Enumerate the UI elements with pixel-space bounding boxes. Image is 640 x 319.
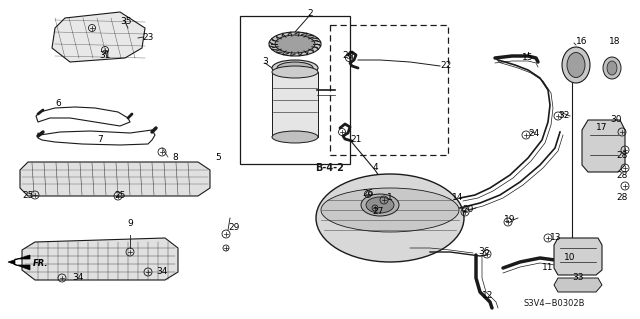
Ellipse shape — [275, 35, 315, 53]
Text: 36: 36 — [478, 248, 490, 256]
Text: 28: 28 — [616, 170, 628, 180]
Text: 18: 18 — [609, 38, 621, 47]
Bar — [330, 25, 448, 155]
Bar — [272, 72, 318, 137]
Ellipse shape — [567, 53, 585, 78]
Text: 33: 33 — [572, 273, 584, 283]
Text: 20: 20 — [342, 50, 354, 60]
Text: 13: 13 — [550, 233, 562, 241]
Text: 3: 3 — [262, 57, 268, 66]
Text: 34: 34 — [156, 268, 168, 277]
Ellipse shape — [607, 61, 617, 75]
Text: S3V4−B0302B: S3V4−B0302B — [524, 299, 586, 308]
Text: 19: 19 — [504, 216, 516, 225]
Text: 35: 35 — [120, 18, 132, 26]
Text: 25: 25 — [22, 191, 34, 201]
Text: FR.: FR. — [33, 258, 49, 268]
Text: 26: 26 — [362, 189, 374, 197]
Text: 17: 17 — [596, 123, 608, 132]
Ellipse shape — [562, 47, 590, 83]
Text: 10: 10 — [564, 253, 576, 262]
Text: 29: 29 — [228, 224, 240, 233]
Polygon shape — [52, 12, 145, 62]
Text: 9: 9 — [127, 219, 133, 228]
Ellipse shape — [272, 131, 318, 143]
Polygon shape — [582, 120, 625, 172]
Text: 28: 28 — [616, 151, 628, 160]
Bar — [240, 16, 350, 164]
Text: 24: 24 — [529, 129, 540, 137]
Text: 28: 28 — [616, 194, 628, 203]
Polygon shape — [554, 278, 602, 292]
Polygon shape — [8, 255, 30, 270]
Polygon shape — [22, 238, 178, 280]
Text: 14: 14 — [452, 194, 464, 203]
Text: 30: 30 — [611, 115, 621, 124]
Ellipse shape — [366, 197, 394, 213]
Text: B-4-2: B-4-2 — [316, 163, 344, 173]
Ellipse shape — [272, 66, 318, 78]
Text: 8: 8 — [172, 152, 178, 161]
Text: 12: 12 — [483, 291, 493, 300]
Ellipse shape — [272, 60, 318, 76]
Text: 7: 7 — [97, 136, 103, 145]
Text: 21: 21 — [350, 136, 362, 145]
Ellipse shape — [269, 32, 321, 56]
Ellipse shape — [321, 188, 459, 232]
Polygon shape — [554, 238, 602, 275]
Text: 5: 5 — [215, 153, 221, 162]
Ellipse shape — [316, 174, 464, 262]
Text: 23: 23 — [142, 33, 154, 41]
Text: 4: 4 — [372, 164, 378, 173]
Text: 27: 27 — [372, 207, 384, 217]
Text: 20: 20 — [462, 205, 474, 214]
Text: 11: 11 — [542, 263, 554, 272]
Ellipse shape — [277, 62, 313, 74]
Text: 22: 22 — [440, 62, 452, 70]
Text: 1: 1 — [387, 194, 393, 203]
Text: 32: 32 — [558, 110, 570, 120]
Ellipse shape — [603, 57, 621, 79]
Text: 2: 2 — [307, 10, 313, 19]
Ellipse shape — [361, 194, 399, 216]
Text: 6: 6 — [55, 99, 61, 108]
Text: 15: 15 — [522, 53, 534, 62]
Text: 34: 34 — [72, 273, 84, 283]
Text: 25: 25 — [115, 191, 125, 201]
Text: 16: 16 — [576, 38, 588, 47]
Polygon shape — [20, 162, 210, 196]
Text: 31: 31 — [99, 50, 111, 60]
